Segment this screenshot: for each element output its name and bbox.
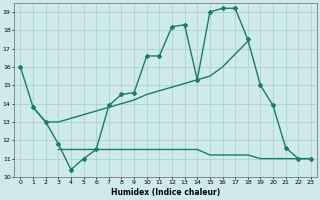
- X-axis label: Humidex (Indice chaleur): Humidex (Indice chaleur): [111, 188, 220, 197]
